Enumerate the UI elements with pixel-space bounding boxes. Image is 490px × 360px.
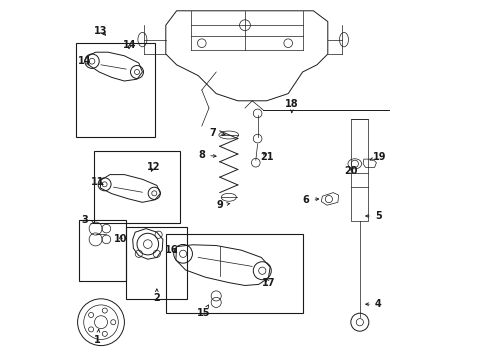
Text: 14: 14 bbox=[78, 56, 92, 66]
Text: 11: 11 bbox=[91, 177, 104, 187]
Text: 12: 12 bbox=[147, 162, 160, 172]
Text: 6: 6 bbox=[303, 195, 318, 205]
Text: 16: 16 bbox=[165, 245, 178, 255]
Text: 3: 3 bbox=[81, 215, 94, 225]
Text: 17: 17 bbox=[262, 278, 275, 288]
Text: 21: 21 bbox=[260, 152, 273, 162]
Text: 9: 9 bbox=[217, 200, 230, 210]
Bar bbox=[351, 119, 368, 221]
Bar bbox=[126, 227, 187, 299]
Text: 19: 19 bbox=[370, 152, 387, 162]
Text: 7: 7 bbox=[209, 128, 225, 138]
Text: 10: 10 bbox=[114, 234, 127, 244]
Text: 13: 13 bbox=[94, 26, 108, 36]
Text: 14: 14 bbox=[123, 40, 137, 50]
Bar bbox=[79, 220, 126, 281]
Bar bbox=[94, 151, 180, 223]
Bar bbox=[166, 234, 303, 313]
Text: 15: 15 bbox=[197, 305, 210, 318]
Bar bbox=[76, 43, 155, 137]
Text: 18: 18 bbox=[285, 99, 298, 113]
Text: 5: 5 bbox=[366, 211, 382, 221]
Text: 4: 4 bbox=[366, 299, 382, 309]
Text: 2: 2 bbox=[153, 289, 160, 303]
Text: 20: 20 bbox=[344, 166, 358, 176]
Text: 8: 8 bbox=[198, 150, 216, 160]
Text: 1: 1 bbox=[94, 329, 101, 345]
